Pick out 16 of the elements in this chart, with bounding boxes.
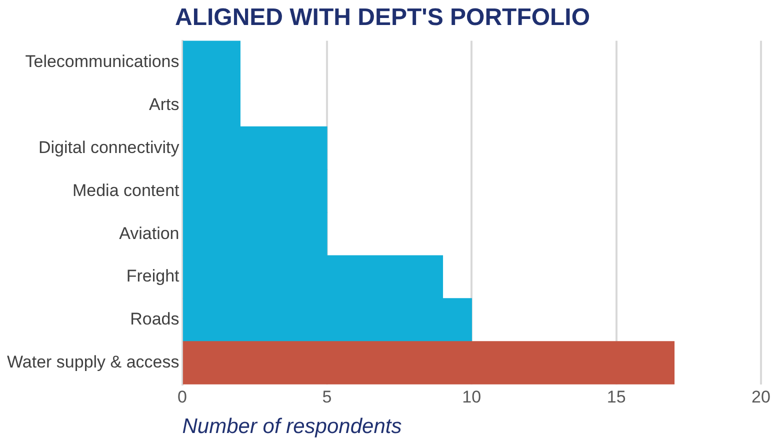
y-tick-label: Freight <box>126 266 180 286</box>
y-tick-label: Digital connectivity <box>38 138 180 157</box>
bar <box>182 341 675 384</box>
x-tick-label: 5 <box>322 387 332 406</box>
y-tick-label: Water supply & access <box>6 352 180 372</box>
y-tick-label: Media content <box>72 180 180 200</box>
y-tick-label: Roads <box>130 310 180 329</box>
x-tick-label: 0 <box>178 387 187 406</box>
y-tick-label: Aviation <box>119 224 180 243</box>
chart-title: ALIGNED WITH DEPT'S PORTFOLIO <box>174 4 590 32</box>
x-axis-title: Number of respondents <box>182 415 402 438</box>
x-tick-label: 20 <box>752 387 770 406</box>
y-tick-label: Arts <box>149 94 180 114</box>
y-tick-label: Telecommunications <box>25 52 180 71</box>
x-tick-label: 15 <box>606 387 626 406</box>
x-tick-label: 10 <box>462 387 482 406</box>
